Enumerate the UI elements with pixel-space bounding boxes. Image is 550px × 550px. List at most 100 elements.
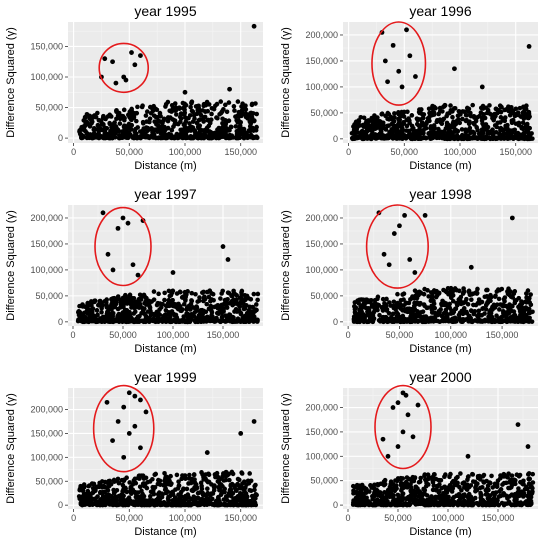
data-point	[238, 431, 244, 436]
data-point	[227, 300, 232, 306]
data-point	[519, 125, 525, 131]
data-point	[480, 130, 486, 135]
data-point	[453, 319, 458, 324]
data-point	[151, 487, 156, 492]
data-point	[498, 302, 503, 307]
data-point	[144, 302, 149, 307]
data-point	[500, 482, 505, 487]
data-point	[102, 299, 108, 304]
data-point	[457, 310, 463, 316]
data-point	[135, 104, 140, 110]
data-point	[237, 123, 243, 129]
data-point	[100, 489, 106, 495]
data-point	[426, 294, 431, 299]
x-tick-label: 50,000	[116, 513, 144, 523]
data-point	[132, 423, 138, 429]
data-point	[98, 497, 103, 503]
data-point	[525, 318, 531, 323]
y-tick-label: 100,000	[305, 82, 338, 92]
data-point	[516, 318, 522, 323]
data-point	[414, 121, 420, 127]
data-point	[412, 491, 417, 497]
data-point	[85, 488, 91, 494]
data-point	[370, 496, 375, 502]
panel-title: year 1996	[409, 3, 471, 19]
data-point	[435, 318, 440, 324]
data-point	[515, 130, 521, 136]
data-point	[510, 303, 515, 309]
x-tick-label: 0	[71, 147, 76, 157]
data-point	[399, 486, 405, 492]
data-point	[136, 474, 141, 480]
data-point	[360, 304, 366, 310]
data-point	[463, 118, 469, 124]
data-point	[156, 291, 161, 297]
data-point	[459, 127, 465, 132]
data-point	[217, 487, 222, 493]
data-point	[400, 127, 405, 132]
data-point	[77, 496, 83, 502]
data-point	[163, 312, 168, 318]
data-point	[141, 319, 147, 324]
data-point	[154, 302, 160, 308]
data-point	[118, 501, 124, 507]
data-point	[149, 105, 155, 111]
data-point	[505, 309, 511, 315]
data-point	[79, 135, 85, 140]
data-point	[468, 318, 473, 324]
data-point	[475, 313, 480, 319]
data-point	[525, 502, 530, 508]
data-point	[466, 121, 472, 127]
data-point	[131, 134, 137, 139]
data-point	[224, 305, 230, 310]
data-point	[243, 107, 249, 112]
data-point	[516, 120, 522, 126]
data-point	[392, 111, 397, 116]
data-point	[121, 124, 127, 130]
data-point	[166, 475, 171, 481]
data-point	[95, 302, 101, 308]
data-point	[429, 303, 434, 309]
data-point	[121, 454, 127, 460]
data-point	[424, 318, 430, 323]
data-point	[189, 298, 194, 303]
x-tick-label: 50,000	[384, 513, 412, 523]
data-point	[437, 105, 443, 111]
data-point	[445, 111, 450, 116]
data-point	[126, 431, 132, 436]
data-point	[403, 479, 409, 485]
data-point	[408, 485, 414, 490]
data-point	[413, 484, 419, 490]
data-point	[126, 390, 132, 396]
y-tick-label: 200,000	[30, 213, 63, 223]
data-point	[393, 126, 398, 132]
data-point	[512, 300, 518, 306]
data-point	[191, 487, 197, 493]
data-point	[123, 501, 129, 507]
data-point	[182, 111, 187, 117]
data-point	[163, 501, 169, 507]
data-point	[236, 111, 242, 117]
data-point	[428, 318, 434, 324]
data-point	[433, 294, 439, 300]
data-point	[177, 289, 183, 295]
data-point	[105, 114, 111, 119]
data-point	[188, 104, 193, 110]
data-point	[416, 479, 422, 485]
data-point	[525, 129, 531, 135]
y-tick-label: 0	[58, 317, 63, 327]
y-tick-label: 100,000	[305, 451, 338, 461]
data-point	[378, 127, 384, 133]
data-point	[403, 308, 408, 314]
data-point	[403, 392, 409, 398]
data-point	[475, 127, 480, 133]
data-point	[155, 501, 160, 507]
data-point	[99, 501, 104, 507]
data-point	[507, 107, 513, 113]
data-point	[184, 125, 189, 131]
data-point	[520, 318, 526, 323]
data-point	[208, 303, 214, 309]
data-point	[166, 134, 172, 140]
